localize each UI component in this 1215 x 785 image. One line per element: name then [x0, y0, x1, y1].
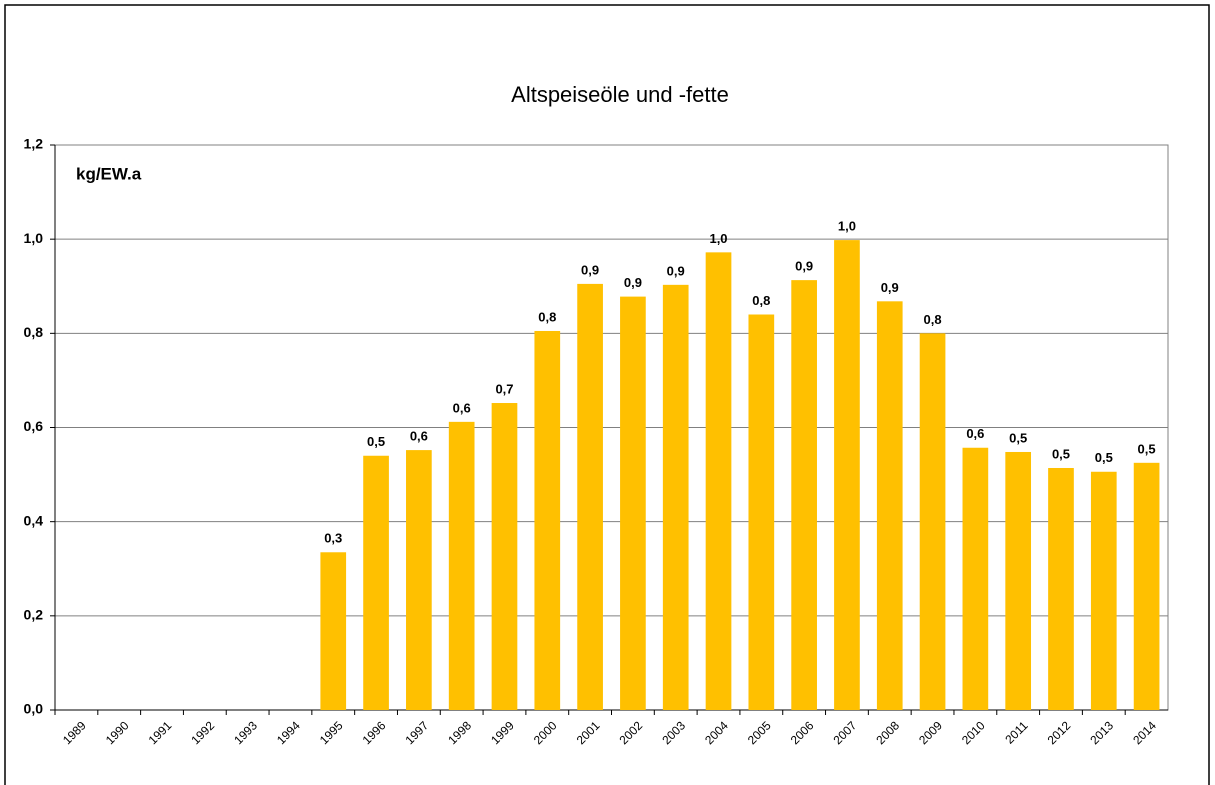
bar — [791, 280, 817, 710]
bar — [1133, 462, 1160, 710]
unit-label: kg/EW.a — [76, 164, 142, 183]
value-label: 0,6 — [453, 400, 471, 415]
y-tick-label: 0,2 — [24, 607, 44, 623]
bar — [662, 284, 689, 710]
bar — [1005, 451, 1032, 710]
bar — [1048, 467, 1074, 710]
value-label: 1,0 — [838, 219, 856, 234]
bar — [363, 455, 389, 710]
value-label: 0,5 — [367, 434, 385, 449]
value-label: 0,5 — [1138, 441, 1156, 456]
value-label: 0,9 — [667, 263, 685, 278]
bar — [962, 447, 989, 710]
bar — [1090, 471, 1117, 710]
value-label: 0,9 — [624, 275, 642, 290]
bar — [705, 252, 732, 710]
value-label: 0,9 — [881, 280, 899, 295]
value-label: 0,8 — [752, 293, 770, 308]
value-label: 0,7 — [495, 381, 513, 396]
bar — [491, 403, 518, 710]
bar — [919, 333, 946, 710]
value-label: 0,5 — [1095, 450, 1113, 465]
bar — [748, 314, 775, 710]
bar — [534, 330, 561, 710]
bar — [834, 240, 860, 710]
y-tick-label: 0,4 — [24, 512, 44, 528]
y-tick-label: 1,0 — [24, 230, 44, 246]
chart-title: Altspeiseöle und -fette — [511, 82, 729, 107]
value-label: 1,0 — [709, 231, 727, 246]
value-label: 0,5 — [1009, 430, 1027, 445]
value-label: 0,5 — [1052, 446, 1070, 461]
value-label: 0,8 — [924, 312, 942, 327]
value-label: 0,3 — [324, 531, 342, 546]
bar — [448, 421, 475, 710]
bar — [577, 283, 603, 710]
value-label: 0,8 — [538, 309, 556, 324]
bar — [620, 296, 646, 710]
value-label: 0,9 — [581, 262, 599, 277]
bar — [406, 450, 432, 710]
value-label: 0,6 — [966, 426, 984, 441]
bar — [320, 552, 347, 710]
y-tick-label: 0,6 — [24, 418, 44, 434]
y-tick-label: 1,2 — [24, 136, 44, 152]
y-tick-label: 0,0 — [24, 701, 44, 717]
bar — [876, 301, 903, 710]
y-tick-label: 0,8 — [24, 324, 44, 340]
value-label: 0,6 — [410, 429, 428, 444]
value-label: 0,9 — [795, 259, 813, 274]
